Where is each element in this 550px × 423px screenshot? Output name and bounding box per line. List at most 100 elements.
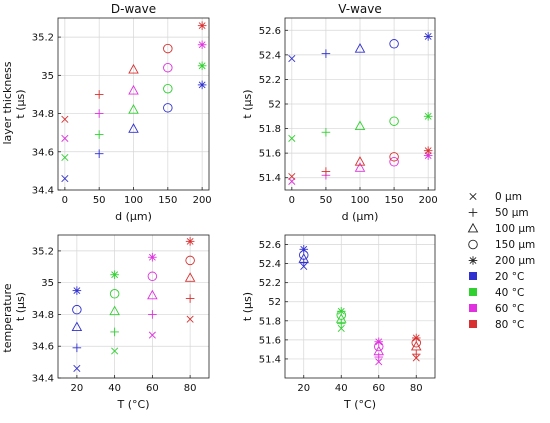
data-point [72, 304, 82, 315]
data-point [423, 32, 433, 41]
x-tick-label: 80 [410, 383, 423, 394]
data-point [186, 315, 194, 323]
x-axis-label: T (°C) [343, 398, 376, 411]
x-tick-label: 40 [335, 383, 348, 394]
x-axis-label: d (µm) [342, 210, 379, 223]
legend-label: 100 µm [495, 223, 535, 235]
y-tick-label: 51.4 [259, 173, 281, 184]
x-tick-label: 50 [320, 195, 333, 206]
data-point [73, 364, 81, 373]
data-point [109, 305, 120, 316]
row-label-temperature: temperature [1, 283, 14, 352]
data-point [72, 286, 82, 295]
data-point [354, 162, 366, 172]
data-point [128, 104, 139, 114]
x-tick-label: 200 [193, 195, 212, 206]
data-point [411, 349, 421, 359]
data-point [354, 120, 366, 131]
x-tick-label: 150 [158, 195, 177, 206]
legend-label: 80 °C [495, 319, 524, 331]
y-tick-label: 34.8 [32, 310, 54, 321]
x-tick-label: 0 [289, 195, 295, 206]
data-point [389, 39, 399, 49]
y-tick-label: 35 [41, 278, 54, 289]
legend-label: 60 °C [495, 303, 524, 315]
legend-color-swatch [469, 304, 477, 312]
data-point [298, 253, 310, 263]
panel-title: D-wave [111, 2, 156, 16]
y-tick-label: 52.2 [259, 278, 281, 289]
legend-label: 40 °C [495, 287, 524, 299]
x-tick-label: 100 [124, 195, 143, 206]
star-mark [468, 256, 478, 265]
panel-d-wave-thickness: 0 50 100 150 200 34.4 34.6 34.8 35 35.2 D-wave d (µ… [14, 2, 212, 223]
plus-mark [468, 208, 478, 217]
y-axis-label: t (µs) [14, 89, 27, 118]
legend-label: 150 µm [495, 239, 535, 251]
data-point [61, 174, 69, 183]
y-axis-label: t (µs) [241, 292, 254, 321]
data-point [185, 237, 195, 246]
data-point [148, 252, 157, 262]
data-point [61, 153, 69, 162]
data-point [128, 84, 139, 95]
data-point [389, 116, 399, 126]
data-point [299, 245, 309, 254]
data-point [61, 115, 69, 123]
legend-color-swatch [469, 272, 477, 280]
data-point [128, 63, 139, 74]
y-tick-label: 34.6 [32, 147, 54, 158]
data-point [197, 21, 207, 30]
data-point [374, 352, 384, 362]
x-axis-label: d (µm) [115, 210, 152, 223]
x-tick-label: 100 [350, 195, 369, 206]
data-point [197, 61, 207, 71]
data-point [148, 331, 156, 339]
data-point [185, 294, 195, 303]
y-tick-label: 52 [268, 100, 281, 111]
x-tick-label: 60 [372, 383, 385, 394]
y-tick-label: 51.8 [259, 124, 281, 135]
data-point [163, 103, 173, 113]
data-point [288, 172, 296, 181]
data-point [288, 54, 296, 63]
data-point [197, 40, 207, 50]
y-tick-label: 51.8 [259, 316, 281, 327]
y-tick-label: 52.2 [259, 75, 281, 86]
data-point [163, 62, 173, 73]
row-label-thickness: layer thickness [1, 61, 14, 144]
y-axis-label: t (µs) [241, 89, 254, 118]
data-point [163, 43, 173, 54]
legend-label: 0 µm [495, 191, 522, 203]
y-tick-label: 52.4 [259, 50, 281, 61]
panel-title: V-wave [338, 2, 382, 16]
legend-label: 20 °C [495, 271, 524, 283]
x-tick-label: 0 [62, 195, 68, 206]
y-tick-label: 34.4 [32, 374, 54, 385]
data-point [336, 306, 346, 316]
x-axis-label: T (°C) [117, 398, 150, 411]
y-tick-label: 52.6 [259, 240, 281, 251]
data-point [354, 156, 366, 166]
x-tick-label: 20 [297, 383, 310, 394]
data-point [389, 156, 399, 167]
data-point [423, 111, 433, 121]
data-point [128, 123, 139, 133]
legend-color-swatch [469, 320, 477, 328]
data-point [72, 343, 82, 353]
x-tick-label: 150 [385, 195, 404, 206]
legend-label: 200 µm [495, 255, 535, 267]
circle-mark [468, 239, 478, 250]
triangle-mark [467, 222, 479, 233]
y-tick-label: 52.4 [259, 259, 281, 270]
x-tick-label: 80 [184, 383, 197, 394]
panel-v-wave-temperature: 20 40 60 80 51.4 51.6 51.8 52 52.2 52.4 52.6 T (°C)… [241, 234, 436, 411]
y-tick-label: 51.4 [259, 354, 281, 365]
data-point [148, 310, 157, 319]
y-tick-label: 35.2 [32, 246, 54, 257]
y-tick-label: 34.6 [32, 342, 54, 353]
data-point [184, 272, 196, 282]
y-tick-label: 34.4 [32, 186, 54, 197]
data-point [185, 255, 195, 266]
